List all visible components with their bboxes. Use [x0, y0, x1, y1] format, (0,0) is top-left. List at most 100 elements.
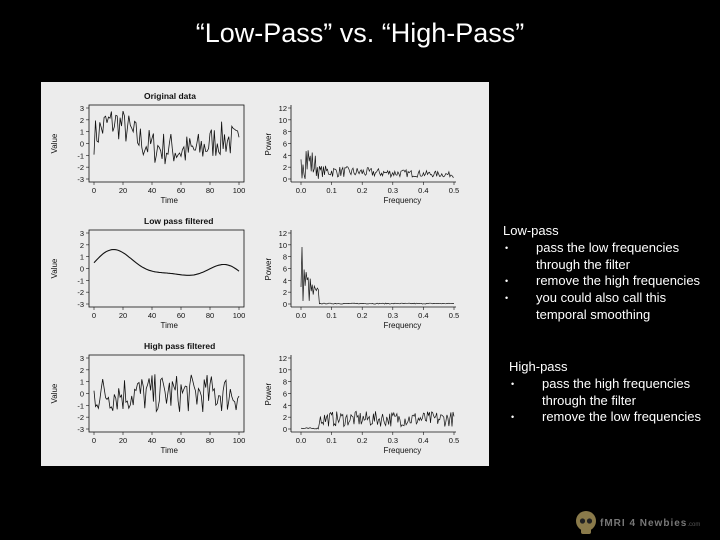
time-xlabel: Time — [161, 446, 179, 455]
power-xlabel: Frequency — [384, 196, 422, 205]
power-xtick-label: 0.2 — [357, 186, 367, 195]
time-xtick-label: 80 — [206, 436, 214, 445]
power-ytick-label: 2 — [283, 413, 287, 422]
power-ytick-label: 6 — [283, 140, 287, 149]
time-ytick-label: -2 — [77, 163, 84, 172]
power-ytick-label: 10 — [279, 116, 287, 125]
low-pass-bullet: you could also call this temporal smooth… — [503, 290, 703, 324]
high-pass-bullet: remove the low frequencies — [509, 409, 705, 426]
power-xtick-label: 0.0 — [296, 436, 306, 445]
power-xlabel: Frequency — [384, 446, 422, 455]
power-xtick-label: 0.1 — [326, 311, 336, 320]
time-xtick-label: 40 — [148, 311, 156, 320]
logo-text: fMRI 4 Newbies.com — [600, 518, 700, 529]
logo-suffix: .com — [687, 522, 701, 528]
time-ylabel: Value — [50, 258, 59, 278]
time-xtick-label: 100 — [233, 436, 246, 445]
power-xtick-label: 0.2 — [357, 311, 367, 320]
time-ytick-label: -1 — [77, 401, 84, 410]
power-xtick-label: 0.5 — [449, 436, 459, 445]
panel-title: Original data — [144, 91, 196, 101]
time-ytick-label: 0 — [80, 265, 84, 274]
power-xtick-label: 0.0 — [296, 186, 306, 195]
time-xtick-label: 60 — [177, 311, 185, 320]
time-xtick-label: 0 — [92, 436, 96, 445]
time-xtick-label: 60 — [177, 436, 185, 445]
low-pass-list: pass the low frequencies through the fil… — [503, 240, 703, 324]
power-xlabel: Frequency — [384, 321, 422, 330]
time-xtick-label: 60 — [177, 186, 185, 195]
time-plot-frame — [88, 229, 245, 308]
power-ytick-label: 8 — [283, 378, 287, 387]
time-ytick-label: -3 — [77, 175, 84, 184]
high-pass-bullet: pass the high frequencies through the fi… — [509, 376, 705, 410]
time-ytick-label: 2 — [80, 116, 84, 125]
power-xtick-label: 0.4 — [418, 436, 428, 445]
time-xtick-label: 20 — [119, 311, 127, 320]
time-ylabel: Value — [50, 133, 59, 153]
power-ytick-label: 8 — [283, 253, 287, 262]
time-ylabel: Value — [50, 383, 59, 403]
time-ytick-label: -1 — [77, 276, 84, 285]
panel-title: High pass filtered — [144, 341, 215, 351]
power-xtick-label: 0.0 — [296, 311, 306, 320]
time-ytick-label: 2 — [80, 366, 84, 375]
power-ytick-label: 0 — [283, 425, 287, 434]
high-pass-heading: High-pass — [509, 359, 568, 374]
panel-title: Low pass filtered — [144, 216, 213, 226]
low-pass-bullet: remove the high frequencies — [503, 273, 703, 290]
power-ytick-label: 2 — [283, 288, 287, 297]
slide-title: “Low-Pass” vs. “High-Pass” — [195, 18, 525, 48]
high-pass-notes: High-pass pass the high frequencies thro… — [509, 359, 705, 426]
time-series-line — [93, 249, 240, 276]
power-ytick-label: 12 — [279, 104, 287, 113]
time-ytick-label: -2 — [77, 288, 84, 297]
time-ytick-label: -2 — [77, 413, 84, 422]
power-ytick-label: 10 — [279, 241, 287, 250]
time-xtick-label: 40 — [148, 436, 156, 445]
time-ytick-label: -3 — [77, 425, 84, 434]
power-spectrum-line — [300, 150, 454, 179]
time-xtick-label: 0 — [92, 311, 96, 320]
time-series-line — [93, 374, 240, 413]
power-xtick-label: 0.5 — [449, 311, 459, 320]
power-xtick-label: 0.4 — [418, 311, 428, 320]
time-xtick-label: 20 — [119, 186, 127, 195]
site-logo: fMRI 4 Newbies.com — [574, 510, 714, 536]
logo-name: fMRI 4 Newbies — [600, 518, 688, 529]
time-xlabel: Time — [161, 321, 179, 330]
time-ytick-label: 0 — [80, 390, 84, 399]
power-ytick-label: 0 — [283, 175, 287, 184]
time-xtick-label: 40 — [148, 186, 156, 195]
time-xtick-label: 100 — [233, 311, 246, 320]
power-ytick-label: 8 — [283, 128, 287, 137]
time-series-line — [93, 110, 240, 165]
time-xtick-label: 100 — [233, 186, 246, 195]
time-ytick-label: 3 — [80, 104, 84, 113]
low-pass-heading: Low-pass — [503, 223, 559, 238]
power-ytick-label: 12 — [279, 354, 287, 363]
power-spectrum-line — [300, 246, 455, 305]
power-ylabel: Power — [264, 257, 273, 280]
low-pass-notes: Low-pass pass the low frequencies throug… — [503, 223, 703, 324]
power-ylabel: Power — [264, 132, 273, 155]
power-xtick-label: 0.3 — [388, 311, 398, 320]
time-plot-frame — [88, 354, 245, 433]
power-ytick-label: 10 — [279, 366, 287, 375]
time-ytick-label: -3 — [77, 300, 84, 309]
time-ytick-label: 1 — [80, 378, 84, 387]
power-ytick-label: 2 — [283, 163, 287, 172]
power-xtick-label: 0.2 — [357, 436, 367, 445]
time-ytick-label: 1 — [80, 253, 84, 262]
power-ytick-label: 4 — [283, 276, 287, 285]
power-ytick-label: 12 — [279, 229, 287, 238]
high-pass-list: pass the high frequencies through the fi… — [509, 376, 705, 426]
time-ytick-label: 3 — [80, 354, 84, 363]
power-xtick-label: 0.3 — [388, 436, 398, 445]
power-xtick-label: 0.1 — [326, 436, 336, 445]
low-pass-bullet: pass the low frequencies through the fil… — [503, 240, 703, 274]
time-ytick-label: 0 — [80, 140, 84, 149]
time-ytick-label: 2 — [80, 241, 84, 250]
time-ytick-label: 1 — [80, 128, 84, 137]
